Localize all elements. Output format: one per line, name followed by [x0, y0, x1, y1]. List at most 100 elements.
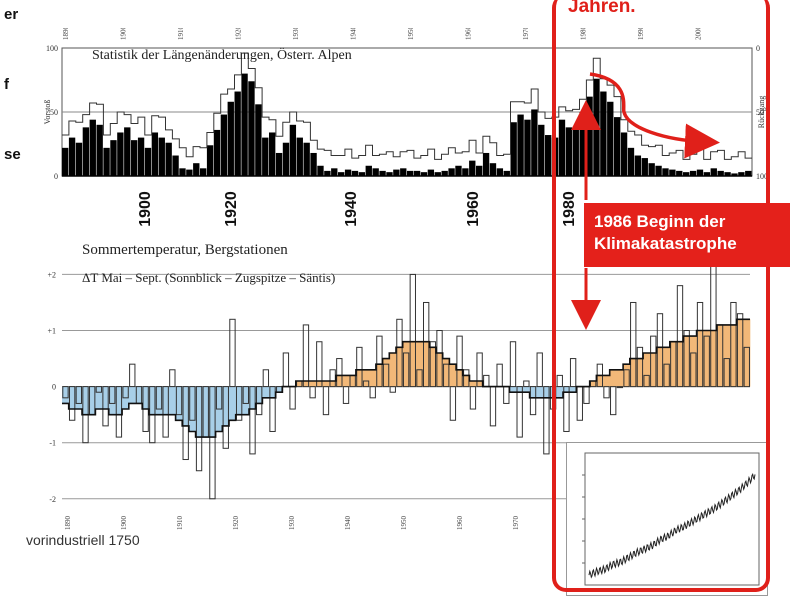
temp-smoothed-area [456, 369, 464, 387]
temp-anomaly-bar [95, 386, 103, 393]
glacier-bar [289, 124, 297, 176]
temp-anomaly-bar [736, 313, 744, 388]
temp-anomaly-bar [563, 386, 570, 432]
glacier-bar [565, 127, 573, 176]
glacier-bar [324, 170, 331, 176]
temp-smoothed-line [62, 318, 750, 438]
temp-smoothed-area [155, 386, 163, 415]
temp-smoothed-area [75, 386, 83, 410]
temp-smoothed-area [623, 364, 631, 387]
temp-xtick: 1930 [288, 516, 296, 531]
temp-smoothed-area [355, 369, 363, 387]
temp-xtick: 1960 [456, 516, 464, 531]
temp-smoothed-area [689, 336, 697, 387]
temp-smoothed-area [656, 347, 664, 387]
glacier-bar [462, 168, 469, 176]
temp-anomaly-bar [489, 386, 497, 427]
temp-smoothed-area [522, 386, 530, 393]
temp-smoothed-area [476, 381, 484, 387]
temp-anomaly-bar [249, 386, 256, 455]
glacier-bar [669, 169, 676, 176]
callout-line-1: 1986 Beginn der [594, 212, 726, 231]
glacier-bar [89, 119, 96, 176]
glacier-bar [489, 163, 497, 176]
year-label-1940: 1940 [342, 191, 360, 227]
glacier-top-tick: 1960 [465, 28, 473, 40]
temp-smoothed-area [235, 386, 243, 415]
glacier-bar [227, 101, 234, 176]
temp-smoothed-area [309, 381, 317, 387]
glacier-bar [248, 81, 255, 176]
temp-smoothed-area [349, 375, 357, 387]
glacier-bar [689, 170, 697, 176]
year-label-1920: 1920 [222, 191, 240, 227]
glacier-bar [186, 169, 193, 176]
temp-anomaly-bar [650, 335, 657, 388]
temp-anomaly-bar [209, 386, 216, 500]
temp-anomaly-bar [723, 358, 730, 388]
glacier-bar [269, 132, 276, 176]
temp-smoothed-area [208, 386, 216, 438]
side-fragment-1: er [4, 6, 19, 23]
glacier-bar [455, 165, 462, 176]
glacier-bar [310, 152, 317, 176]
temp-smoothed-area [142, 386, 150, 410]
temp-anomaly-bar [162, 386, 169, 438]
glacier-bar [627, 147, 635, 176]
temp-smoothed-area [369, 369, 377, 387]
temp-anomaly-bar [102, 386, 109, 427]
glacier-right-tick: 0 [756, 44, 760, 53]
temp-anomaly-bar [476, 352, 483, 388]
temp-anomaly-bar [389, 386, 396, 393]
temp-smoothed-area [228, 386, 236, 421]
temp-anomaly-bar [556, 374, 563, 388]
temp-smoothed-area [148, 386, 156, 415]
glacier-bar [441, 170, 448, 176]
temp-smoothed-area [262, 386, 270, 398]
temp-anomaly-bar [75, 386, 82, 404]
temp-anomaly-bar [543, 386, 550, 455]
temp-smoothed-area [676, 341, 684, 387]
glacier-bar [572, 129, 579, 176]
temp-anomaly-bar [469, 386, 477, 410]
glacier-bar [517, 114, 524, 176]
red-heading: Jahren. [568, 0, 636, 17]
temp-smoothed-area [696, 330, 704, 387]
temp-smoothed-area [249, 386, 257, 410]
temp-smoothed-area [295, 381, 303, 387]
temp-smoothed-area [729, 324, 737, 387]
temp-anomaly-bar [342, 386, 350, 404]
temp-smoothed-area [389, 352, 397, 387]
glacier-bar [351, 170, 359, 176]
temp-anomaly-bar [402, 352, 410, 388]
temp-anomaly-bar [269, 386, 276, 432]
temp-smoothed-area [529, 386, 537, 398]
temp-anomaly-bar [529, 386, 537, 416]
temp-smoothed-area [616, 369, 624, 387]
glacier-top-tick: 1950 [407, 28, 415, 40]
temp-smoothed-area [62, 386, 69, 404]
glacier-right-tick: 50 [756, 108, 764, 117]
temp-smoothed-area [703, 330, 711, 387]
callout-line-2: Klimakatastrophe [594, 234, 737, 253]
glacier-bar [303, 142, 310, 176]
temp-anomaly-bar [456, 335, 463, 388]
glacier-bar [386, 172, 393, 176]
temp-smoothed-area [569, 386, 577, 393]
glacier-bar [710, 168, 717, 176]
glacier-bar [634, 155, 642, 176]
temp-smoothed-area [723, 324, 731, 387]
temp-smoothed-area [115, 386, 123, 415]
year-label-1900: 1900 [136, 191, 154, 227]
glacier-bar [393, 169, 400, 176]
temp-anomaly-bar [362, 380, 370, 388]
glacier-top-tick: 1940 [350, 28, 358, 40]
temp-anomaly-bar [282, 352, 290, 388]
glacier-bar [200, 168, 207, 176]
temp-smoothed-area [669, 341, 677, 387]
glacier-bar [179, 168, 186, 176]
glacier-bar [110, 140, 117, 176]
inset-co2-chart [582, 452, 760, 586]
temp-smoothed-area [436, 352, 444, 387]
temp-anomaly-bar [242, 386, 249, 404]
